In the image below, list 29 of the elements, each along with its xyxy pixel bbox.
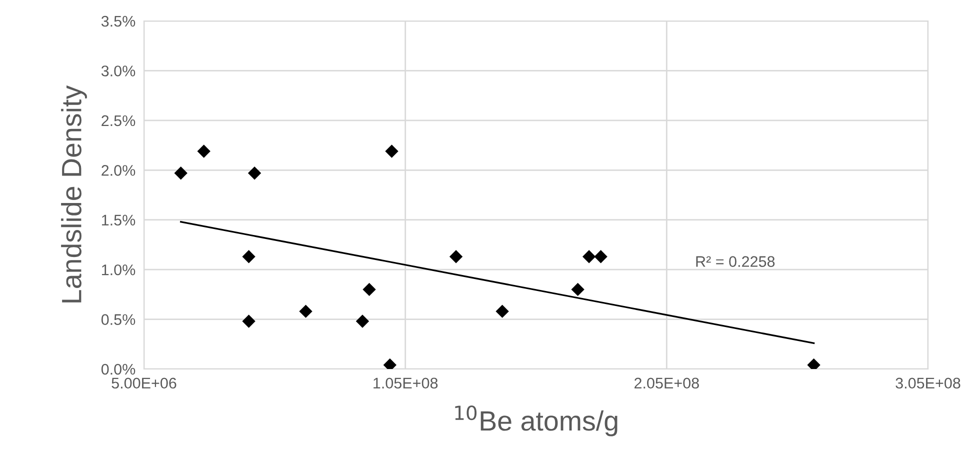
point bbox=[197, 144, 210, 158]
y-tick-label: 1.5% bbox=[102, 214, 136, 226]
annotation: R² = 0.2258 bbox=[696, 256, 775, 267]
point bbox=[248, 166, 262, 180]
point bbox=[571, 282, 584, 296]
point bbox=[242, 314, 256, 328]
x-tick-label: 5.00E+06 bbox=[112, 378, 176, 389]
x-tick-label: 1.05E+08 bbox=[374, 378, 438, 389]
y-tick-label: 1.0% bbox=[102, 264, 136, 276]
point bbox=[356, 314, 370, 328]
point bbox=[496, 304, 509, 318]
y-tick-label: 2.5% bbox=[102, 115, 136, 126]
point bbox=[582, 250, 596, 264]
point bbox=[594, 250, 608, 264]
point bbox=[449, 250, 463, 264]
y-tick-label: 2.0% bbox=[102, 165, 136, 176]
x-tick-label: 2.05E+08 bbox=[634, 378, 699, 389]
x-axis-title: $^{10}$Be atoms/g bbox=[455, 405, 618, 436]
y-tick-label: 3.5% bbox=[101, 16, 136, 27]
y-axis-title: Landslide Density bbox=[61, 85, 87, 302]
x-tick-label: 3.05E+08 bbox=[896, 378, 960, 389]
point bbox=[362, 282, 376, 296]
y-tick-label: 0.5% bbox=[101, 314, 136, 325]
point bbox=[242, 250, 256, 264]
y-tick-label: 3.0% bbox=[101, 66, 136, 76]
y-tick-label: 0.0% bbox=[101, 364, 136, 375]
point bbox=[299, 304, 312, 318]
point bbox=[174, 166, 188, 180]
point bbox=[385, 144, 398, 158]
